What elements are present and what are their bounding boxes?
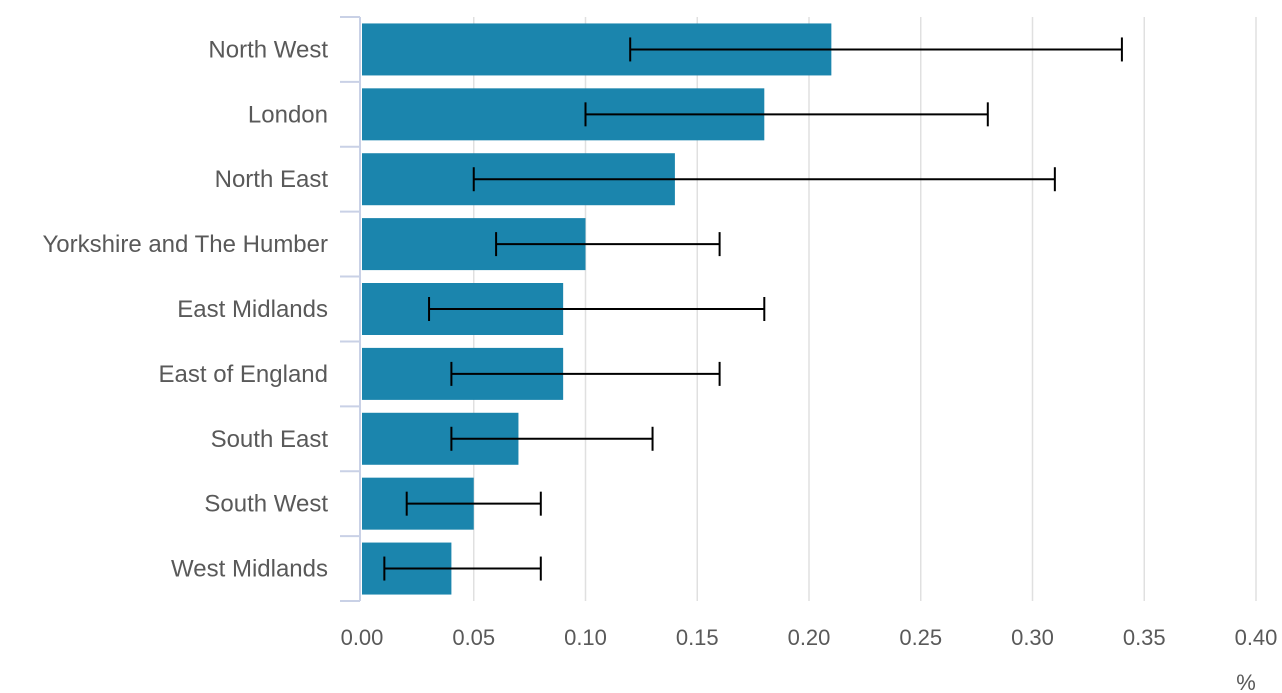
x-tick-label: 0.35 (1123, 625, 1166, 650)
category-label: South East (211, 426, 329, 453)
category-label: East of England (159, 361, 328, 388)
category-label: Yorkshire and The Humber (43, 231, 329, 258)
x-tick-label: 0.10 (564, 625, 607, 650)
category-label: North West (208, 36, 328, 63)
category-label: West Midlands (171, 556, 328, 583)
x-tick-label: 0.05 (452, 625, 495, 650)
category-label: North East (215, 166, 329, 193)
x-tick-label: 0.25 (899, 625, 942, 650)
x-tick-labels: 0.00 0.05 0.10 0.15 0.20 0.25 0.30 0.35 0.40 (341, 625, 1278, 650)
x-unit-label: % (1236, 670, 1256, 693)
x-tick-label: 0.15 (676, 625, 719, 650)
x-tick-label: 0.30 (1011, 625, 1054, 650)
error-bars (383, 37, 1123, 581)
category-label: London (248, 101, 328, 128)
x-tick-label: 0.40 (1235, 625, 1278, 650)
category-label: South West (204, 491, 328, 518)
category-label: East Midlands (177, 296, 328, 323)
y-axis (340, 16, 361, 602)
category-labels: North West London North East Yorkshire and … (43, 36, 329, 582)
x-tick-label: 0.00 (341, 625, 384, 650)
x-tick-label: 0.20 (788, 625, 831, 650)
